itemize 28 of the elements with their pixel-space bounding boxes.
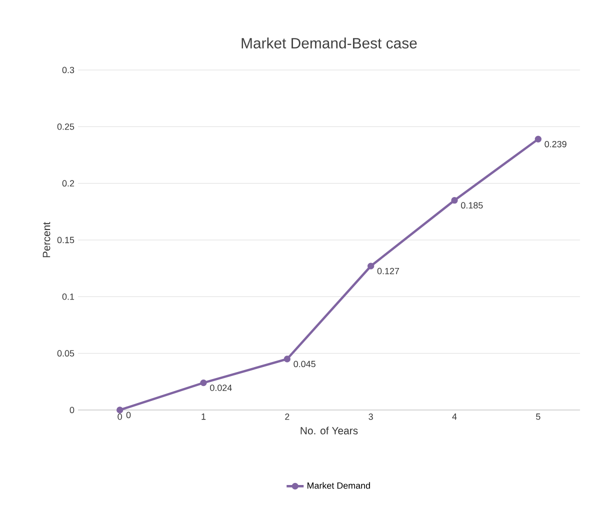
x-tick-label: 5 <box>536 414 540 420</box>
x-tick-label: 3 <box>368 414 373 420</box>
y-tick-label: 0.25 <box>57 123 74 130</box>
point <box>534 136 542 142</box>
x-tick-label: 1 <box>202 414 206 420</box>
x-tick-label: 0 <box>118 414 122 420</box>
y-tick-label: 0 <box>70 406 74 414</box>
chart-title: Market Demand-Best case <box>242 38 417 48</box>
point <box>116 406 124 414</box>
y-tick-label: 0.05 <box>57 350 74 357</box>
point <box>284 356 291 362</box>
y-tick-label: 0.3 <box>62 66 74 74</box>
y-tick-label: 0.2 <box>62 180 74 187</box>
point <box>368 262 374 270</box>
point <box>200 379 207 386</box>
point <box>451 196 458 204</box>
data-label: 0.185 <box>461 202 483 209</box>
legend-label: Market Demand <box>307 482 370 489</box>
x-axis-title: No. of Years <box>300 426 358 434</box>
x-tick-label: 2 <box>285 414 290 420</box>
y-axis-title: Percent <box>42 222 50 258</box>
y-tick-label: 0.1 <box>62 293 74 300</box>
data-label: 0.045 <box>294 360 316 368</box>
y-tick-label: 0.15 <box>57 236 74 244</box>
x-tick-label: 4 <box>452 414 457 420</box>
data-label: 0.127 <box>377 268 400 274</box>
data-label: 0.239 <box>544 140 566 148</box>
data-label: 0.024 <box>210 384 232 391</box>
